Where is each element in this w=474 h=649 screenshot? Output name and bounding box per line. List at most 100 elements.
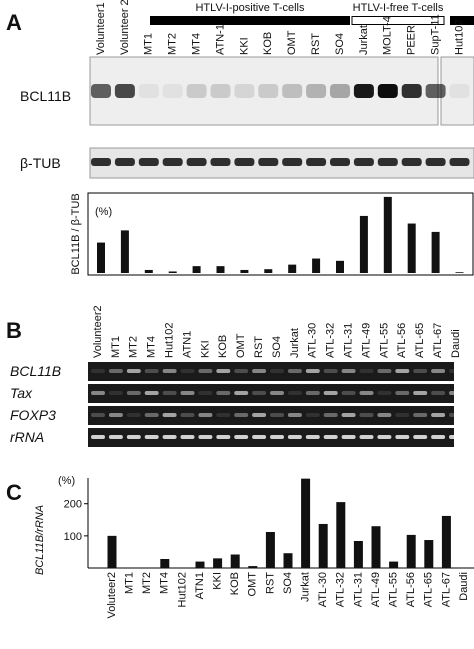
gel-band xyxy=(91,435,105,439)
x-tick-label: ATL-49 xyxy=(370,572,382,607)
bar xyxy=(407,223,416,273)
chart-frame xyxy=(87,192,474,276)
blot-band xyxy=(401,84,422,98)
gel-label: Tax xyxy=(10,385,33,401)
lane-label: MOLT-4 xyxy=(382,16,394,55)
x-tick-label: KKI xyxy=(212,572,224,590)
gel-band xyxy=(198,435,213,439)
gel-label: rRNA xyxy=(10,429,44,445)
blot-band xyxy=(210,158,231,166)
bar xyxy=(389,561,399,568)
lane-label: ATL-32 xyxy=(325,323,337,358)
blot-band xyxy=(330,158,350,166)
lane-label: ATL-55 xyxy=(378,323,390,358)
lane-label: Volunteer2 xyxy=(92,305,104,358)
y-axis-label: BCL11B / β-TUB xyxy=(70,193,82,274)
gel-band xyxy=(270,369,284,373)
blot-band xyxy=(210,84,231,98)
x-tick-label: ATL-30 xyxy=(317,572,329,607)
lane-label: Daudi xyxy=(450,329,462,358)
gel-band xyxy=(323,369,338,373)
x-tick-label: MT1 xyxy=(124,572,136,594)
blot-label: β-TUB xyxy=(20,155,61,171)
gel-band xyxy=(377,435,392,439)
x-tick-label: ATL-31 xyxy=(352,572,364,607)
blot-band xyxy=(425,84,446,98)
gel-band xyxy=(91,391,105,395)
gel-band xyxy=(413,391,428,395)
gel-band xyxy=(395,413,410,417)
gel-band xyxy=(162,369,177,373)
gel-band xyxy=(216,435,231,439)
lane-label: Hut102 xyxy=(164,323,176,358)
blot-band xyxy=(234,84,255,98)
gel-band xyxy=(180,391,195,395)
x-tick-label: Hut102 xyxy=(176,572,188,607)
blot-band xyxy=(91,158,111,166)
gel-label: BCL11B xyxy=(10,363,61,379)
gel-band xyxy=(431,391,446,395)
group-bar xyxy=(150,16,350,25)
gel-band xyxy=(108,391,123,395)
blot-band xyxy=(449,158,470,166)
gel-band xyxy=(395,391,410,395)
gel-band xyxy=(413,369,428,373)
gel-band xyxy=(449,369,463,373)
lane-label: ATL-31 xyxy=(343,323,355,358)
bar xyxy=(353,541,363,568)
group-label: HTLV-I-positive T-cells xyxy=(195,2,305,14)
blot-band xyxy=(138,158,159,166)
x-tick-label: Jurkat xyxy=(300,572,312,602)
lane-label: RST xyxy=(253,336,265,358)
x-tick-label: ATL-67 xyxy=(440,572,452,607)
bar xyxy=(283,553,293,568)
x-tick-label: Daudi xyxy=(458,572,470,601)
gel-band xyxy=(180,413,195,417)
gel-band xyxy=(413,435,428,439)
group-bar xyxy=(450,16,474,25)
bar xyxy=(441,515,451,568)
bar xyxy=(107,535,117,568)
lane-label: OMT xyxy=(235,333,247,358)
bar xyxy=(301,478,311,568)
lane-label: RST xyxy=(310,33,322,55)
blot-band xyxy=(138,84,159,98)
blot-band xyxy=(186,158,207,166)
group-label: HTLV-I-free T-cells xyxy=(353,2,444,14)
lane-label: ATL-30 xyxy=(307,323,319,358)
bar xyxy=(230,554,240,568)
lane-label: ATL-56 xyxy=(396,323,408,358)
gel-band xyxy=(287,391,302,395)
lane-label: MT4 xyxy=(191,33,203,55)
gel-band xyxy=(216,391,231,395)
bar xyxy=(264,269,273,273)
blot-band xyxy=(377,84,398,98)
bar xyxy=(168,271,177,273)
blot-band xyxy=(162,158,183,166)
y-tick-label: 100 xyxy=(64,531,82,543)
blot-band xyxy=(258,158,279,166)
x-tick-label: MT2 xyxy=(141,572,153,594)
gel-band xyxy=(162,391,177,395)
gel-band xyxy=(359,391,374,395)
gel-band xyxy=(270,391,284,395)
gel-band xyxy=(126,391,141,395)
bar xyxy=(336,502,346,568)
gel-band xyxy=(287,435,302,439)
panel-label: A xyxy=(6,10,22,35)
blot-label: BCL11B xyxy=(20,88,71,104)
y-axis-label: BCL11B/rRNA xyxy=(34,505,46,575)
gel-band xyxy=(108,435,123,439)
blot-band xyxy=(186,84,207,98)
bar xyxy=(455,272,464,273)
x-tick-label: ATL-65 xyxy=(423,572,435,607)
bar xyxy=(160,559,170,568)
gel xyxy=(88,406,454,425)
gel-band xyxy=(270,413,284,417)
x-tick-label: MT4 xyxy=(159,572,171,594)
lane-label: MT1 xyxy=(110,336,122,358)
y-unit: (%) xyxy=(58,475,75,487)
gel-band xyxy=(91,413,105,417)
gel-band xyxy=(431,435,446,439)
